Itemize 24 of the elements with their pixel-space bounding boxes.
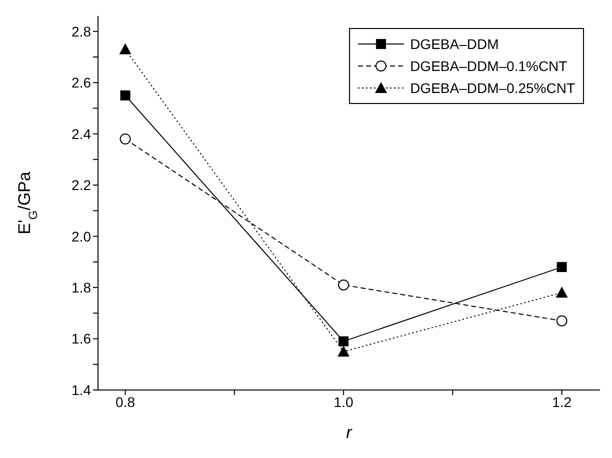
point: [556, 262, 567, 272]
y-tick-label: 1.8: [72, 280, 92, 296]
point: [120, 133, 131, 144]
x-tick-label: 1.2: [552, 394, 572, 410]
point: [556, 315, 568, 326]
y-tick-label: 1.6: [72, 330, 92, 347]
y-tick-label: 2.6: [72, 74, 92, 91]
y-tick-label: 2.0: [72, 228, 92, 244]
point: [338, 279, 350, 290]
legend-label: DGEBA–DDM–0.1%CNT: [410, 58, 568, 74]
point: [338, 346, 350, 357]
y-tick-label: 2.8: [72, 23, 92, 40]
point: [119, 43, 132, 54]
point: [338, 336, 349, 346]
y-tick-label: 2.2: [72, 177, 92, 194]
x-axis-title: r: [346, 423, 354, 442]
x-tick-label: 1.0: [334, 394, 354, 410]
point: [556, 286, 568, 298]
legend-label: DGEBA–DDM: [410, 36, 499, 52]
x-tick-label: 0.8: [116, 394, 136, 410]
point: [120, 90, 130, 100]
y-tick-label: 2.4: [72, 126, 92, 142]
y-tick-label: 1.4: [72, 382, 92, 398]
legend-label: DGEBA–DDM–0.25%CNT: [410, 80, 575, 96]
